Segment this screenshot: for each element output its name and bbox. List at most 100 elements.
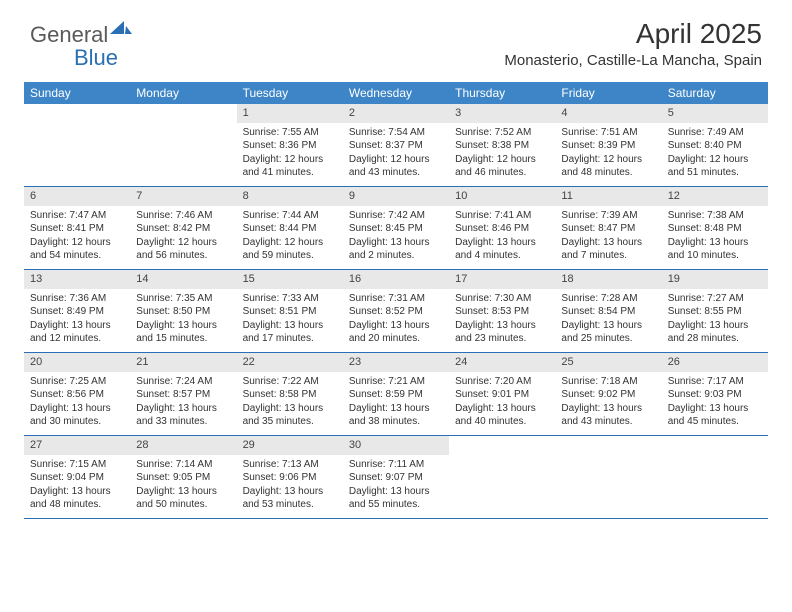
day-info-line: Sunrise: 7:15 AM: [30, 458, 124, 472]
calendar: SundayMondayTuesdayWednesdayThursdayFrid…: [24, 82, 768, 519]
day-cell: 27Sunrise: 7:15 AMSunset: 9:04 PMDayligh…: [24, 436, 130, 518]
day-info-line: Sunrise: 7:20 AM: [455, 375, 549, 389]
day-number: 26: [662, 353, 768, 372]
week-row: 13Sunrise: 7:36 AMSunset: 8:49 PMDayligh…: [24, 270, 768, 353]
day-body: Sunrise: 7:15 AMSunset: 9:04 PMDaylight:…: [24, 455, 130, 518]
day-info-line: and 55 minutes.: [349, 498, 443, 512]
day-cell: 6Sunrise: 7:47 AMSunset: 8:41 PMDaylight…: [24, 187, 130, 269]
day-header: Saturday: [662, 82, 768, 104]
day-info-line: Sunset: 9:06 PM: [243, 471, 337, 485]
day-cell: 5Sunrise: 7:49 AMSunset: 8:40 PMDaylight…: [662, 104, 768, 186]
day-info-line: Sunset: 9:01 PM: [455, 388, 549, 402]
day-info-line: Daylight: 12 hours: [136, 236, 230, 250]
day-info-line: and 43 minutes.: [561, 415, 655, 429]
day-number: [24, 104, 130, 123]
day-info-line: Daylight: 13 hours: [668, 402, 762, 416]
day-number: 5: [662, 104, 768, 123]
day-info-line: and 4 minutes.: [455, 249, 549, 263]
day-info-line: Daylight: 13 hours: [243, 485, 337, 499]
day-cell: 21Sunrise: 7:24 AMSunset: 8:57 PMDayligh…: [130, 353, 236, 435]
day-body: Sunrise: 7:13 AMSunset: 9:06 PMDaylight:…: [237, 455, 343, 518]
day-info-line: Sunset: 8:58 PM: [243, 388, 337, 402]
day-info-line: Daylight: 12 hours: [30, 236, 124, 250]
day-body: Sunrise: 7:41 AMSunset: 8:46 PMDaylight:…: [449, 206, 555, 269]
day-body: Sunrise: 7:35 AMSunset: 8:50 PMDaylight:…: [130, 289, 236, 352]
day-info-line: Sunset: 8:38 PM: [455, 139, 549, 153]
day-info-line: and 7 minutes.: [561, 249, 655, 263]
day-number: 27: [24, 436, 130, 455]
day-info-line: Sunrise: 7:11 AM: [349, 458, 443, 472]
day-info-line: Daylight: 13 hours: [30, 319, 124, 333]
location: Monasterio, Castille-La Mancha, Spain: [504, 52, 762, 69]
day-body: Sunrise: 7:24 AMSunset: 8:57 PMDaylight:…: [130, 372, 236, 435]
day-info-line: Sunset: 8:37 PM: [349, 139, 443, 153]
day-number: 10: [449, 187, 555, 206]
day-number: 17: [449, 270, 555, 289]
day-cell: 2Sunrise: 7:54 AMSunset: 8:37 PMDaylight…: [343, 104, 449, 186]
day-cell: 14Sunrise: 7:35 AMSunset: 8:50 PMDayligh…: [130, 270, 236, 352]
day-number: 29: [237, 436, 343, 455]
day-number: 7: [130, 187, 236, 206]
day-info-line: and 43 minutes.: [349, 166, 443, 180]
day-info-line: and 12 minutes.: [30, 332, 124, 346]
day-info-line: Sunrise: 7:55 AM: [243, 126, 337, 140]
day-info-line: Sunrise: 7:25 AM: [30, 375, 124, 389]
day-number: 22: [237, 353, 343, 372]
day-number: 6: [24, 187, 130, 206]
day-info-line: Sunrise: 7:54 AM: [349, 126, 443, 140]
day-info-line: and 46 minutes.: [455, 166, 549, 180]
day-cell: 3 Sunrise: 7:52 AMSunset: 8:38 PMDaylight…: [449, 104, 555, 186]
day-info-line: and 17 minutes.: [243, 332, 337, 346]
day-info-line: Daylight: 13 hours: [668, 319, 762, 333]
day-info-line: and 45 minutes.: [668, 415, 762, 429]
day-number: [130, 104, 236, 123]
day-number: [449, 436, 555, 455]
day-info-line: and 25 minutes.: [561, 332, 655, 346]
day-cell: 18Sunrise: 7:28 AMSunset: 8:54 PMDayligh…: [555, 270, 661, 352]
day-cell: 29Sunrise: 7:13 AMSunset: 9:06 PMDayligh…: [237, 436, 343, 518]
day-info-line: Daylight: 13 hours: [561, 402, 655, 416]
day-info-line: Sunrise: 7:33 AM: [243, 292, 337, 306]
day-info-line: Sunset: 8:47 PM: [561, 222, 655, 236]
day-number: 11: [555, 187, 661, 206]
day-body: Sunrise: 7:11 AMSunset: 9:07 PMDaylight:…: [343, 455, 449, 518]
day-info-line: Daylight: 13 hours: [668, 236, 762, 250]
day-info-line: Sunset: 9:07 PM: [349, 471, 443, 485]
day-number: 1: [237, 104, 343, 123]
day-info-line: Sunset: 8:48 PM: [668, 222, 762, 236]
day-number: 9: [343, 187, 449, 206]
title-block: April 2025 Monasterio, Castille-La Manch…: [504, 18, 762, 69]
day-info-line: Daylight: 12 hours: [455, 153, 549, 167]
day-number: 14: [130, 270, 236, 289]
day-cell: 16Sunrise: 7:31 AMSunset: 8:52 PMDayligh…: [343, 270, 449, 352]
day-info-line: Sunset: 8:54 PM: [561, 305, 655, 319]
day-cell: 1Sunrise: 7:55 AMSunset: 8:36 PMDaylight…: [237, 104, 343, 186]
day-info-line: Daylight: 12 hours: [561, 153, 655, 167]
day-info-line: Sunrise: 7:13 AM: [243, 458, 337, 472]
day-body: Sunrise: 7:47 AMSunset: 8:41 PMDaylight:…: [24, 206, 130, 269]
day-number: 16: [343, 270, 449, 289]
day-cell: 15Sunrise: 7:33 AMSunset: 8:51 PMDayligh…: [237, 270, 343, 352]
day-header: Sunday: [24, 82, 130, 104]
day-cell: 28Sunrise: 7:14 AMSunset: 9:05 PMDayligh…: [130, 436, 236, 518]
day-number: 3: [449, 104, 555, 123]
day-cell: 24 Sunrise: 7:20 AMSunset: 9:01 PMDayligh…: [449, 353, 555, 435]
day-info-line: Daylight: 13 hours: [561, 236, 655, 250]
day-cell: [130, 104, 236, 186]
day-info-line: Sunrise: 7:52 AM: [455, 126, 549, 140]
day-info-line: Sunrise: 7:49 AM: [668, 126, 762, 140]
day-number: 21: [130, 353, 236, 372]
day-number: 19: [662, 270, 768, 289]
day-number: 28: [130, 436, 236, 455]
day-body: Sunrise: 7:54 AMSunset: 8:37 PMDaylight:…: [343, 123, 449, 186]
day-info-line: and 33 minutes.: [136, 415, 230, 429]
day-number: 12: [662, 187, 768, 206]
day-cell: 4Sunrise: 7:51 AMSunset: 8:39 PMDaylight…: [555, 104, 661, 186]
day-cell: 10Sunrise: 7:41 AMSunset: 8:46 PMDayligh…: [449, 187, 555, 269]
day-number: 24: [449, 353, 555, 372]
day-body: Sunrise: 7:17 AMSunset: 9:03 PMDaylight:…: [662, 372, 768, 435]
day-info-line: Daylight: 13 hours: [455, 402, 549, 416]
day-info-line: Sunset: 8:59 PM: [349, 388, 443, 402]
day-cell: 7Sunrise: 7:46 AMSunset: 8:42 PMDaylight…: [130, 187, 236, 269]
day-info-line: Daylight: 13 hours: [136, 485, 230, 499]
